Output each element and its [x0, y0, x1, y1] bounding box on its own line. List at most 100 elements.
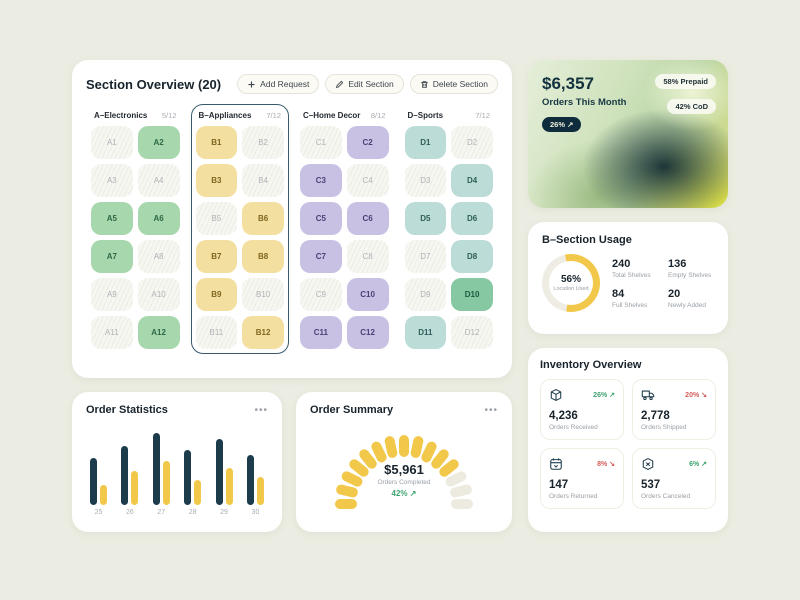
gauge-segment — [399, 435, 409, 457]
shelf-cell[interactable]: C8 — [346, 240, 389, 273]
shelf-cell[interactable]: B8 — [242, 240, 284, 273]
shelf-cell[interactable]: A5 — [91, 202, 133, 235]
bar-x-label: 25 — [94, 509, 103, 516]
shelf-cell[interactable]: D1 — [404, 126, 447, 159]
gauge-change: 42% ↗ — [391, 489, 417, 498]
section-column-count: 7/12 — [475, 111, 490, 120]
inventory-tile-value: 4,236 — [549, 410, 578, 422]
shelf-cell[interactable]: C6 — [346, 202, 389, 235]
shelf-cell[interactable]: B9 — [195, 278, 238, 311]
shelf-cell[interactable]: D2 — [451, 126, 493, 159]
shelf-cell[interactable]: B4 — [242, 164, 284, 197]
edit-icon — [335, 80, 344, 89]
gauge-label: Orders Completed — [377, 479, 431, 486]
inventory-tile-top: 26% ↗ — [549, 388, 615, 402]
shelf-cell[interactable]: C12 — [346, 316, 389, 349]
shelf-cell[interactable]: D6 — [451, 202, 493, 235]
shelf-cell[interactable]: A2 — [137, 126, 180, 159]
shelf-cell[interactable]: A10 — [137, 278, 180, 311]
shelf-cell[interactable]: D11 — [404, 316, 447, 349]
shelf-cell[interactable]: B11 — [195, 316, 238, 349]
bar-group: 28 — [184, 427, 202, 516]
section-column-b[interactable]: B–Appliances 7/12 B1 B2 B3 B4 B5 B6 B7 B8 B9 B10 B11… — [190, 104, 289, 354]
shelf-cell[interactable]: C9 — [300, 278, 342, 311]
shelf-grid: A1 A2 A3 A4 A5 A6 A7 A8 A9 A10 A11 A12 — [91, 126, 180, 349]
bar-pair — [184, 427, 202, 505]
shelf-cell[interactable]: A12 — [137, 316, 180, 349]
shelf-cell[interactable]: A11 — [91, 316, 133, 349]
section-actions: Add Request Edit Section Delete Section — [237, 74, 498, 94]
shelf-cell[interactable]: C11 — [300, 316, 342, 349]
bar-pair — [152, 427, 170, 505]
shelf-cell[interactable]: C5 — [300, 202, 342, 235]
shelf-cell[interactable]: C3 — [300, 164, 342, 197]
gauge-value: $5,961 — [384, 462, 424, 477]
bar-pending — [194, 480, 202, 505]
order-statistics-menu-button[interactable]: ••• — [254, 404, 268, 416]
action-button-label: Add Request — [260, 79, 310, 89]
shelf-cell[interactable]: C10 — [346, 278, 389, 311]
bar-pair — [90, 427, 107, 505]
add-request-button[interactable]: Add Request — [237, 74, 320, 94]
section-column-c[interactable]: C–Home Decor 8/12 C1 C2 C3 C4 C5 C6 C7 C8 C9 C10 C11… — [295, 104, 394, 354]
inventory-tile[interactable]: 26% ↗ 4,236 Orders Received — [540, 379, 624, 440]
inventory-tile-label: Orders Shipped — [641, 424, 687, 431]
shelf-cell[interactable]: C1 — [300, 126, 342, 159]
shelf-cell[interactable]: D7 — [404, 240, 447, 273]
shelf-cell[interactable]: C4 — [346, 164, 389, 197]
bar-x-label: 27 — [157, 509, 166, 516]
shelf-cell[interactable]: D8 — [451, 240, 493, 273]
inventory-tile-top: 20% ↘ — [641, 388, 707, 402]
bar-completed — [215, 439, 223, 505]
shelf-cell[interactable]: D4 — [451, 164, 493, 197]
shelf-cell[interactable]: A3 — [91, 164, 133, 197]
shelf-cell[interactable]: A1 — [91, 126, 133, 159]
inventory-tile[interactable]: 20% ↘ 2,778 Orders Shipped — [632, 379, 716, 440]
shelf-cell[interactable]: B7 — [195, 240, 238, 273]
shelf-cell[interactable]: A7 — [91, 240, 133, 273]
shelf-cell[interactable]: D12 — [451, 316, 493, 349]
inventory-tile-top: 8% ↘ — [549, 457, 615, 471]
section-column-name: D–Sports — [407, 111, 444, 120]
delete-section-button[interactable]: Delete Section — [409, 74, 498, 94]
shelf-cell[interactable]: D5 — [404, 202, 447, 235]
shelf-cell[interactable]: B6 — [242, 202, 284, 235]
shelf-cell[interactable]: C7 — [300, 240, 342, 273]
action-button-label: Delete Section — [432, 79, 488, 89]
shelf-cell[interactable]: B1 — [195, 126, 238, 159]
shelf-cell[interactable]: A6 — [137, 202, 180, 235]
orders-month-amount: $6,357 — [542, 74, 594, 93]
inventory-tile-change: 20% ↘ — [685, 392, 707, 399]
inventory-tile-value: 2,778 — [641, 410, 670, 422]
bar-group: 29 — [215, 427, 233, 516]
section-column-d[interactable]: D–Sports 7/12 D1 D2 D3 D4 D5 D6 D7 D8 D9 D10 D11 D12 — [400, 104, 499, 354]
section-column-count: 8/12 — [370, 111, 386, 120]
shelf-cell[interactable]: C2 — [346, 126, 389, 159]
bar-group: 27 — [152, 427, 170, 516]
shelf-cell[interactable]: D3 — [404, 164, 447, 197]
section-column-a[interactable]: A–Electronics 5/12 A1 A2 A3 A4 A5 A6 A7 A8 A9 A10 A1… — [86, 104, 185, 354]
usage-stat-value: 84 — [612, 287, 625, 300]
shelf-cell[interactable]: A4 — [137, 164, 180, 197]
shelf-cell[interactable]: B2 — [242, 126, 284, 159]
edit-section-button[interactable]: Edit Section — [325, 74, 404, 94]
shelf-cell[interactable]: B10 — [242, 278, 284, 311]
shelf-cell[interactable]: A8 — [137, 240, 180, 273]
shelf-cell[interactable]: B3 — [195, 164, 238, 197]
section-usage-body: 56% Location Used 240 Total Shelves 136 Emp… — [542, 254, 714, 312]
section-column-count: 7/12 — [266, 111, 281, 120]
shelf-cell[interactable]: B12 — [242, 316, 284, 349]
inventory-tile[interactable]: 8% ↘ 147 Orders Returned — [540, 448, 624, 509]
bar-pair — [121, 427, 139, 505]
shelf-cell[interactable]: D9 — [404, 278, 447, 311]
bar-completed — [246, 455, 254, 505]
shelf-cell[interactable]: B5 — [195, 202, 238, 235]
bar-pending — [256, 477, 264, 505]
order-summary-menu-button[interactable]: ••• — [484, 404, 498, 416]
shelf-cell[interactable]: D10 — [451, 278, 493, 311]
section-column-header: C–Home Decor 8/12 — [300, 109, 389, 126]
shelf-cell[interactable]: A9 — [91, 278, 133, 311]
inventory-tile[interactable]: 6% ↗ 537 Orders Canceled — [632, 448, 716, 509]
inventory-tile-label: Orders Returned — [549, 493, 598, 500]
usage-stats: 240 Total Shelves 136 Empty Shelves 84 Full S… — [612, 258, 714, 309]
